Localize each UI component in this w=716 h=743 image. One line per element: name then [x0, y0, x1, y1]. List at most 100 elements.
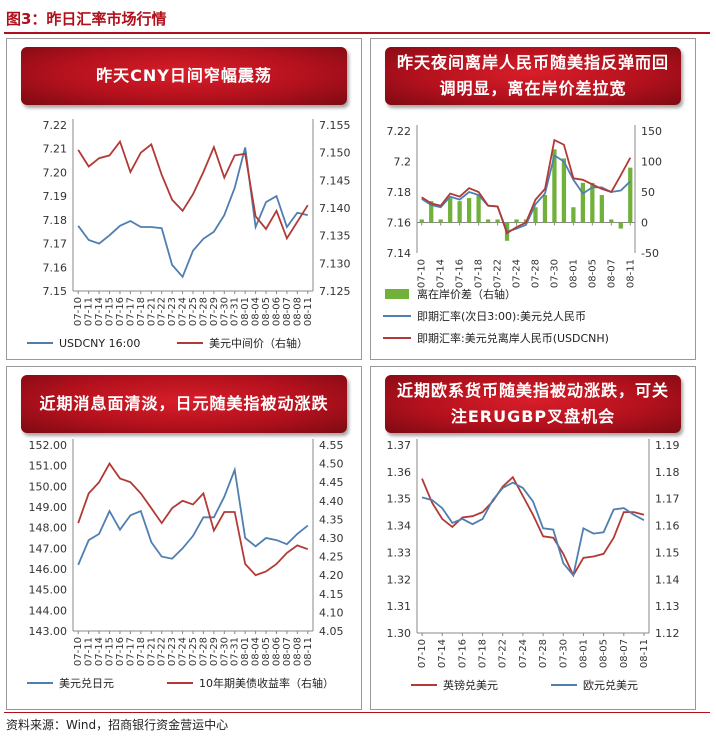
x-axis-tick-label: 07-23 — [167, 297, 178, 326]
figure-title: 图3：昨日汇率市场行情 — [6, 10, 167, 28]
legend-label: USDCNY 16:00 — [59, 337, 140, 350]
left-axis-tick-label: 7.2 — [394, 156, 412, 169]
x-axis-tick-label: 07-30 — [558, 639, 569, 668]
x-axis-tick-label: 07-18 — [136, 637, 147, 666]
spread-bar — [438, 219, 443, 223]
spread-bar — [466, 198, 472, 223]
right-axis-tick-label: 100 — [641, 156, 662, 169]
spread-bar — [580, 182, 586, 223]
x-axis-tick-label: 08-01 — [240, 637, 251, 666]
right-axis-tick-label: 4.20 — [319, 569, 344, 582]
spread-bar — [495, 219, 500, 223]
right-axis-tick-label: 1.12 — [655, 627, 680, 640]
x-axis-tick-label: 07-18 — [136, 297, 147, 326]
x-axis-tick-label: 08-07 — [619, 639, 630, 668]
left-axis-tick-label: 7.22 — [387, 125, 412, 138]
series-line — [77, 147, 309, 279]
x-axis-tick-label: 08-07 — [282, 297, 293, 326]
x-axis-tick-label: 07-10 — [417, 259, 428, 288]
x-axis-tick-label: 07-16 — [115, 637, 126, 666]
left-axis-tick-label: 147.00 — [29, 542, 68, 555]
x-axis-tick-label: 07-15 — [105, 297, 116, 326]
left-axis-tick-label: 7.21 — [43, 143, 68, 156]
x-axis-tick-label: 08-05 — [599, 639, 610, 668]
spread-bar — [476, 195, 481, 223]
right-axis-tick-label: 1.17 — [655, 493, 680, 506]
x-axis-tick-label: 07-24 — [518, 639, 529, 668]
left-axis-tick-label: 1.36 — [387, 466, 412, 479]
x-axis-tick-label: 07-16 — [455, 259, 466, 288]
x-axis-tick-label: 08-01 — [568, 259, 579, 288]
x-axis-tick-label: 08-05 — [261, 297, 272, 326]
right-axis-tick-label: 4.25 — [319, 551, 344, 564]
x-axis-tick-label: 07-30 — [219, 297, 230, 326]
spread-bar — [609, 219, 614, 223]
left-axis-tick-label: 150.00 — [29, 480, 68, 493]
x-axis-tick-label: 07-16 — [115, 297, 126, 326]
left-axis-tick-label: 1.37 — [387, 439, 412, 452]
x-axis-tick-label: 07-10 — [73, 637, 84, 666]
x-axis-tick-label: 08-11 — [639, 639, 650, 668]
chart-panel-eur: 近期欧系货币随美指被动涨跌，可关注ERUGBP叉盘机会 1.30 1.31 1.32… — [370, 366, 696, 710]
x-axis-tick-label: 07-21 — [146, 637, 157, 666]
right-axis-tick-label: 7.135 — [319, 230, 351, 243]
left-axis-tick-label: 144.00 — [29, 604, 68, 617]
x-axis-tick-label: 07-24 — [178, 297, 189, 326]
spread-bar — [429, 201, 434, 223]
x-axis-tick-label: 08-06 — [271, 637, 282, 666]
x-axis-tick-label: 07-22 — [498, 639, 509, 668]
chart-panel-cnh: 昨天夜间离岸人民币随美指反弹而回调明显，离在岸价差拉宽 7.14 7.16 7.18… — [370, 38, 696, 360]
right-axis-tick-label: 1.15 — [655, 546, 680, 559]
right-axis-tick-label: 4.10 — [319, 606, 344, 619]
x-axis-tick-label: 07-24 — [178, 637, 189, 666]
x-axis-tick-label: 07-21 — [146, 297, 157, 326]
left-axis-tick-label: 151.00 — [29, 460, 68, 473]
chart-cny: 7.15 7.16 7.17 7.18 7.19 7.20 7.21 7.22 7.125 7.1… — [27, 119, 351, 350]
x-axis-tick-label: 07-28 — [198, 637, 209, 666]
x-axis-tick-label: 07-29 — [209, 637, 220, 666]
spread-bar — [542, 195, 548, 223]
right-axis-tick-label: 4.55 — [319, 439, 344, 452]
x-axis-tick-label: 07-28 — [538, 639, 549, 668]
right-axis-tick-label: 1.19 — [655, 439, 680, 452]
x-axis-tick-label: 07-28 — [530, 259, 541, 288]
chart-banner-eur: 近期欧系货币随美指被动涨跌，可关注ERUGBP叉盘机会 — [385, 375, 681, 433]
x-axis-tick-label: 07-22 — [157, 637, 168, 666]
spread-bar — [552, 149, 557, 223]
left-axis-tick-label: 149.00 — [29, 501, 68, 514]
x-axis-tick-label: 07-16 — [457, 639, 468, 668]
right-axis-tick-label: 1.14 — [655, 573, 680, 586]
left-axis-tick-label: 145.00 — [29, 584, 68, 597]
spread-bar — [618, 222, 623, 229]
right-axis-tick-label: 7.150 — [319, 147, 351, 160]
right-axis-tick-label: 4.15 — [319, 588, 344, 601]
series-line — [421, 475, 645, 578]
right-axis-tick-label: 4.50 — [319, 458, 344, 471]
x-axis-tick-label: 08-06 — [271, 297, 282, 326]
right-axis-tick-label: 7.140 — [319, 202, 351, 215]
x-axis-tick-label: 07-28 — [198, 297, 209, 326]
title-rule — [4, 32, 710, 34]
spread-bar — [599, 195, 604, 223]
x-axis-tick-label: 08-04 — [251, 297, 262, 326]
left-axis-tick-label: 148.00 — [29, 522, 68, 535]
right-axis-tick-label: 50 — [641, 186, 655, 199]
x-axis-tick-label: 07-18 — [474, 259, 485, 288]
x-axis-tick-label: 08-11 — [303, 637, 314, 666]
right-axis-tick-label: 4.40 — [319, 495, 344, 508]
left-axis-tick-label: 7.16 — [43, 261, 68, 274]
x-axis-tick-label: 08-07 — [282, 637, 293, 666]
series-line — [77, 466, 309, 566]
left-axis-tick-label: 1.31 — [387, 600, 412, 613]
right-axis-tick-label: 4.45 — [319, 476, 344, 489]
x-axis-tick-label: 08-01 — [240, 297, 251, 326]
right-axis-tick-label: 7.125 — [319, 285, 351, 298]
source-rule — [4, 712, 710, 713]
left-axis-tick-label: 7.16 — [387, 217, 412, 230]
legend-label: 美元中间价（右轴） — [209, 336, 308, 350]
left-axis-tick-label: 7.22 — [43, 119, 68, 132]
source-note: 资料来源：Wind，招商银行资金营运中心 — [6, 718, 229, 732]
x-axis-tick-label: 08-05 — [261, 637, 272, 666]
x-axis-tick-label: 07-23 — [167, 637, 178, 666]
x-axis-tick-label: 07-22 — [157, 297, 168, 326]
